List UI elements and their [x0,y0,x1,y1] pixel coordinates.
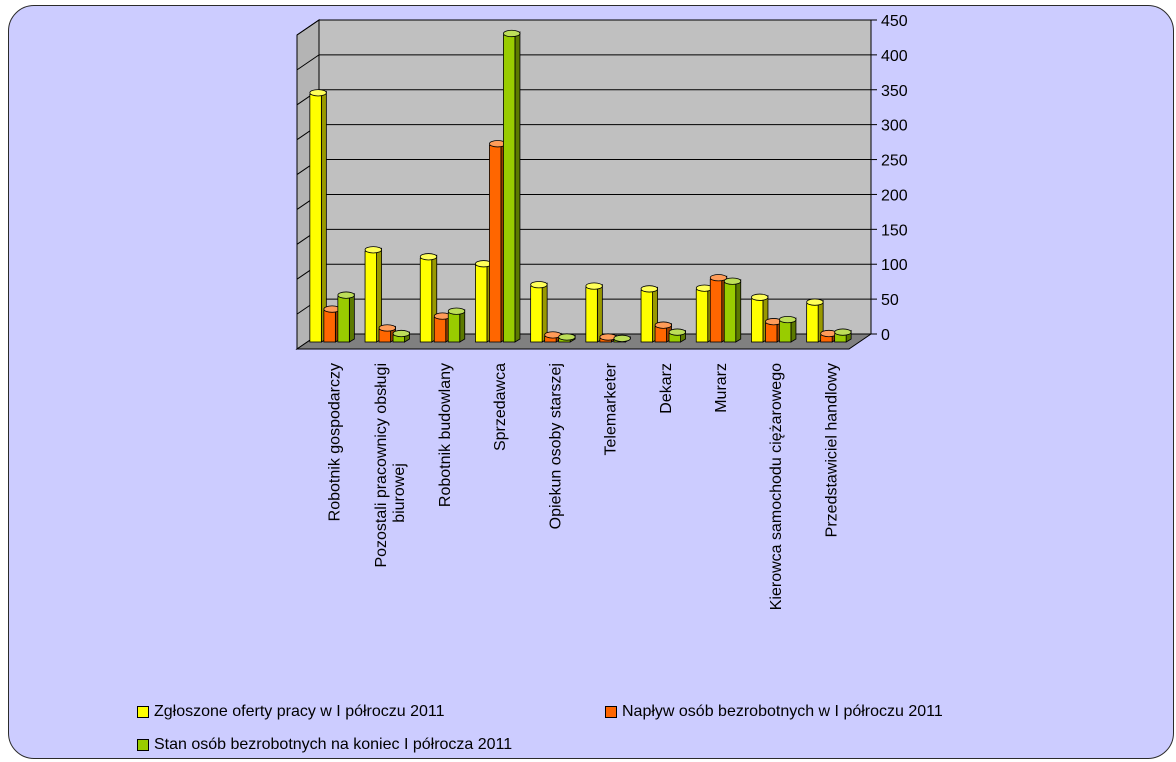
legend-label-offers: Zgłoszone oferty pracy w I półroczu 2011 [154,703,445,721]
legend-item-offers: Zgłoszone oferty pracy w I półroczu 2011 [137,703,445,721]
category-label: Murarz [713,363,730,413]
category-label-line: Telemarketer [603,362,620,455]
y-tick-label: 0 [881,327,890,344]
y-tick-label: 450 [881,13,908,30]
bar-stock [338,292,355,342]
bar-offers [531,281,548,342]
bar-offers [586,283,603,342]
y-tick-label: 50 [881,292,899,309]
legend-label-stock: Stan osób bezrobotnych na koniec I półro… [154,736,512,754]
bar-stock [835,329,852,342]
bar-stock [448,308,465,342]
legend-label-inflow: Napływ osób bezrobotnych w I półroczu 20… [622,703,943,721]
category-label-line: Dekarz [658,363,675,414]
legend-swatch-offers [137,706,149,718]
chart-svg: 0 50 100 150 200 250 300 350 400 450 Robotnik gosp… [9,6,1174,759]
category-label-line: Murarz [713,363,730,413]
category-label: Opiekun osoby starszej [547,363,564,529]
bar-stock [503,30,520,342]
chart-frame: 0 50 100 150 200 250 300 350 400 450 Robotnik gosp… [8,5,1174,759]
category-label: Przedstawiciel handlowy [823,363,840,537]
bar-stock [724,278,741,342]
legend-item-stock: Stan osób bezrobotnych na koniec I półro… [137,736,512,754]
bar-stock [614,335,631,342]
category-label: Kierowca samochodu ciężarowego [768,363,785,610]
category-label: Robotnik gospodarczy [327,363,344,521]
bar-stock [669,329,686,342]
category-label-line: Opiekun osoby starszej [547,363,564,529]
category-label-line: Kierowca samochodu ciężarowego [768,363,785,610]
y-tick-label: 350 [881,83,908,100]
category-label: Dekarz [658,363,675,414]
y-tick-label: 400 [881,48,908,65]
category-label-line: Robotnik budowlany [437,363,454,507]
bar-stock [393,330,410,342]
category-label: Sprzedawca [492,363,509,451]
category-label-line: Przedstawiciel handlowy [823,363,840,537]
y-tick-label: 100 [881,257,908,274]
legend-swatch-inflow [605,706,617,718]
category-label-line: Sprzedawca [492,363,509,451]
bar-offers [310,90,327,342]
category-label-line: Robotnik gospodarczy [327,363,344,521]
y-tick-label: 300 [881,118,908,135]
bar-stock [779,316,796,342]
y-tick-label: 150 [881,222,908,239]
category-label: Robotnik budowlany [437,363,454,507]
bar-stock [559,334,576,342]
y-tick-label: 200 [881,187,908,204]
category-label: Pozostali pracownicy obsługibiurowej [373,363,408,568]
y-tick-label: 250 [881,153,908,170]
category-label-line: biurowej [391,463,408,523]
legend-item-inflow: Napływ osób bezrobotnych w I półroczu 20… [605,703,943,721]
category-label: Telemarketer [603,362,620,455]
legend-swatch-stock [137,739,149,751]
category-label-line: Pozostali pracownicy obsługi [373,363,390,568]
